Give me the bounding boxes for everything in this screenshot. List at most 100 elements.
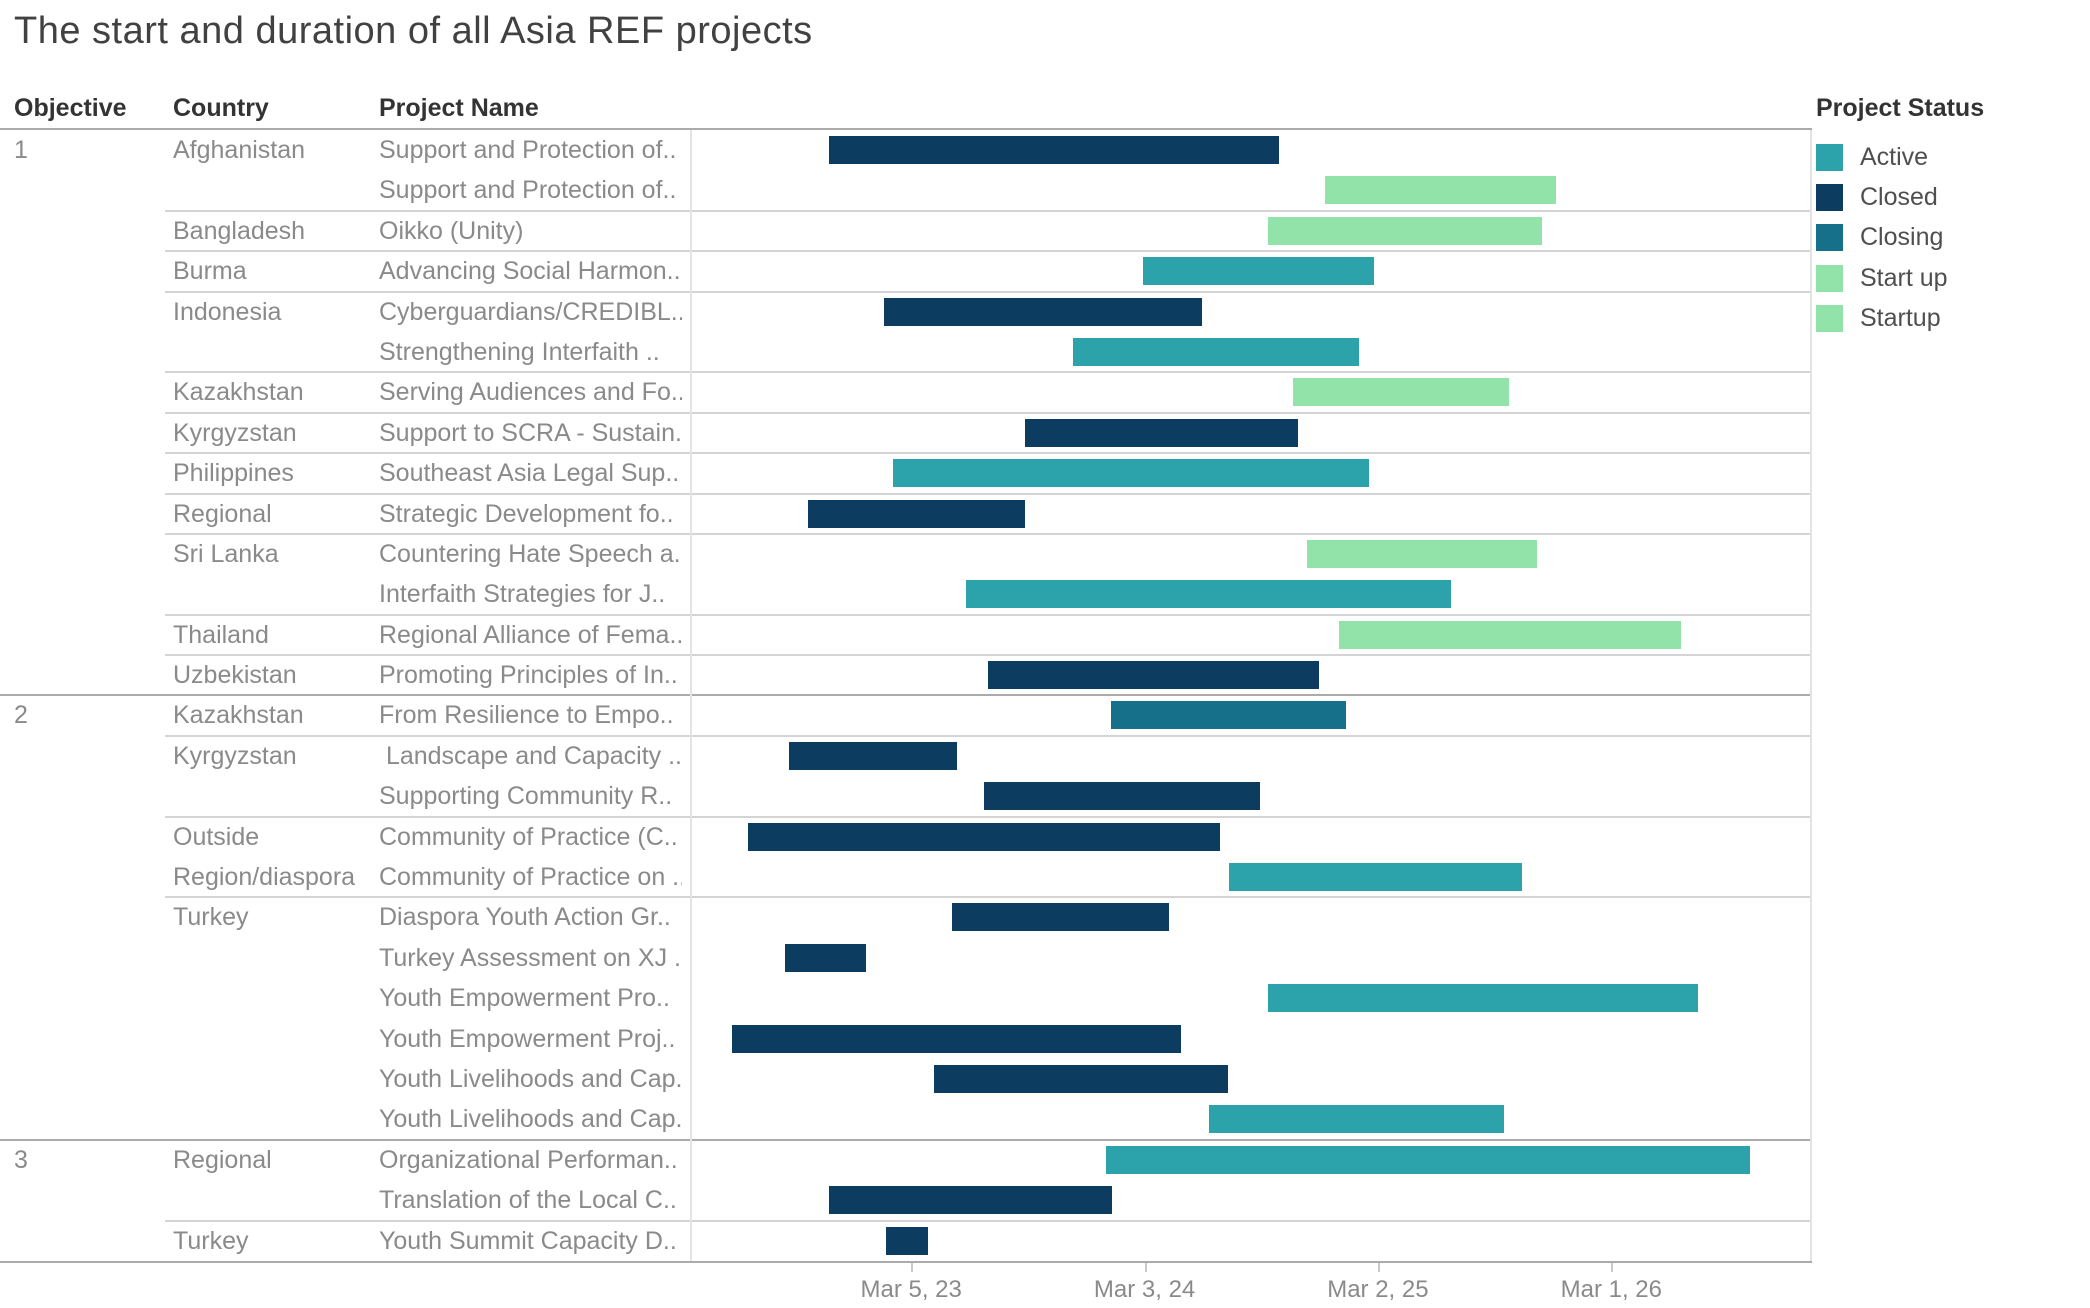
project-name-label: Youth Summit Capacity D.. [379,1226,677,1255]
gantt-bar[interactable] [1268,216,1543,245]
column-header-objective: Objective [14,94,127,122]
country-label: Thailand [173,620,269,649]
axis-tick-mark [911,1263,914,1272]
chart-bottom-rule [0,1261,1812,1263]
project-name-label: Strengthening Interfaith .. [379,337,660,366]
objective-group-separator [0,694,1812,697]
gantt-bar[interactable] [892,459,1369,488]
country-label: Kazakhstan [173,701,304,730]
legend-item[interactable]: Start up [1816,258,1984,298]
gantt-bar[interactable] [965,580,1451,609]
country-label: Outside Region/diaspora [173,822,356,892]
table-row: Turkey Diaspora Youth Action Gr.. [0,896,1812,937]
gantt-bar[interactable] [1338,620,1682,649]
legend-item-label: Start up [1860,263,1948,292]
table-row: Support and Protection of.. [0,170,1812,210]
legend-swatch [1816,305,1843,333]
gantt-bar[interactable] [933,1064,1228,1093]
gantt-bar[interactable] [1325,176,1557,205]
table-row: Kyrgyzstan Support to SCRA - Sustain.. [0,411,1812,453]
project-name-label: Translation of the Local C.. [379,1186,677,1215]
axis-tick-label: Mar 2, 25 [1327,1276,1429,1303]
legend-swatch [1816,184,1843,212]
country-group-separator [165,896,1812,899]
axis-tick-label: Mar 3, 24 [1093,1276,1196,1303]
legend-item-label: Startup [1860,304,1941,333]
country-label: Sri Lanka [173,539,279,568]
country-label: Turkey [173,903,249,932]
project-name-label: Landscape and Capacity .. [379,741,682,770]
objective-label: 3 [14,1145,28,1174]
gantt-bar[interactable] [808,499,1025,528]
table-row: 3 Regional Organizational Performan.. [0,1138,1812,1180]
country-label: Turkey [173,1226,249,1255]
gantt-bar[interactable] [788,741,957,770]
project-name-label: Regional Alliance of Fema.. [379,620,682,649]
gantt-bar[interactable] [731,1024,1182,1053]
gantt-bar[interactable] [1208,1105,1505,1134]
gantt-bar[interactable] [828,136,1280,164]
country-label: Philippines [173,459,294,488]
legend-item[interactable]: Closing [1816,218,1984,258]
gantt-bar[interactable] [829,1186,1113,1215]
gantt-bar[interactable] [1268,984,1699,1013]
time-axis: Mar 5, 23 Mar 3, 24 Mar 2, 25 Mar 1, 26 [0,1263,1812,1308]
project-name-label: Organizational Performan.. [379,1145,678,1174]
gantt-bar[interactable] [1024,418,1298,447]
project-name-label: Turkey Assessment on XJ .. [379,943,682,972]
column-header-project-name: Project Name [379,94,539,122]
table-row: Community of Practice on .. [0,857,1812,897]
gantt-bar[interactable] [987,661,1319,690]
legend-item[interactable]: Active [1816,137,1984,177]
table-row: Youth Livelihoods and Cap.. [0,1059,1812,1099]
country-group-separator [165,290,1812,293]
table-row: Youth Empowerment Pro.. [0,978,1812,1018]
table-row: Kyrgyzstan Landscape and Capacity .. [0,734,1812,776]
gantt-bar[interactable] [1229,863,1523,892]
country-group-separator [165,250,1812,253]
country-group-separator [165,209,1812,212]
legend-swatch [1816,264,1843,292]
gantt-bar[interactable] [1293,378,1509,407]
table-row: Thailand Regional Alliance of Fema.. [0,613,1812,655]
gantt-bar[interactable] [747,822,1221,851]
gantt-bar[interactable] [983,782,1260,811]
column-header-country: Country [173,94,269,122]
legend-swatch [1816,143,1843,171]
project-name-label: Community of Practice on .. [379,863,682,892]
project-name-label: Strategic Development fo.. [379,499,674,528]
axis-tick-label: Mar 1, 26 [1560,1276,1662,1303]
gantt-bar[interactable] [951,903,1169,932]
gantt-table: 1 Afghanistan Support and Protection of.. S… [0,130,1812,1261]
country-group-separator [165,654,1812,657]
gantt-bar[interactable] [1306,539,1537,568]
project-name-label: Oikko (Unity) [379,216,524,245]
project-name-label: Southeast Asia Legal Sup.. [379,459,680,488]
axis-tick-label: Mar 5, 23 [860,1276,962,1303]
axis-tick-mark [1377,1263,1380,1272]
gantt-bar[interactable] [784,943,866,972]
gantt-bar[interactable] [886,1226,928,1255]
gantt-bar[interactable] [883,297,1203,326]
table-row: 2 Kazakhstan From Resilience to Empo.. [0,694,1812,735]
gantt-bar[interactable] [1110,701,1346,730]
table-row: Kazakhstan Serving Audiences and Fo.. [0,371,1812,412]
table-row: Bangladesh Oikko (Unity) [0,209,1812,251]
country-label: Regional [173,1145,272,1174]
project-name-label: Supporting Community R.. [379,782,673,811]
project-name-label: Youth Empowerment Proj.. [379,1024,676,1053]
gantt-bar[interactable] [1106,1145,1751,1174]
page-title: The start and duration of all Asia REF p… [14,10,813,52]
table-row: Indonesia Cyberguardians/CREDIBL.. [0,290,1812,332]
country-group-separator [165,734,1812,737]
legend-item[interactable]: Startup [1816,299,1984,339]
axis-tick-mark [1144,1263,1147,1272]
gantt-bar[interactable] [1073,337,1359,366]
gantt-bar[interactable] [1143,257,1375,286]
legend-item[interactable]: Closed [1816,177,1984,217]
table-row: Strengthening Interfaith .. [0,332,1812,372]
country-label: Afghanistan [173,136,306,164]
objective-label: 1 [14,136,28,164]
table-row: Turkey Assessment on XJ .. [0,938,1812,978]
legend-item-label: Closed [1860,183,1938,212]
